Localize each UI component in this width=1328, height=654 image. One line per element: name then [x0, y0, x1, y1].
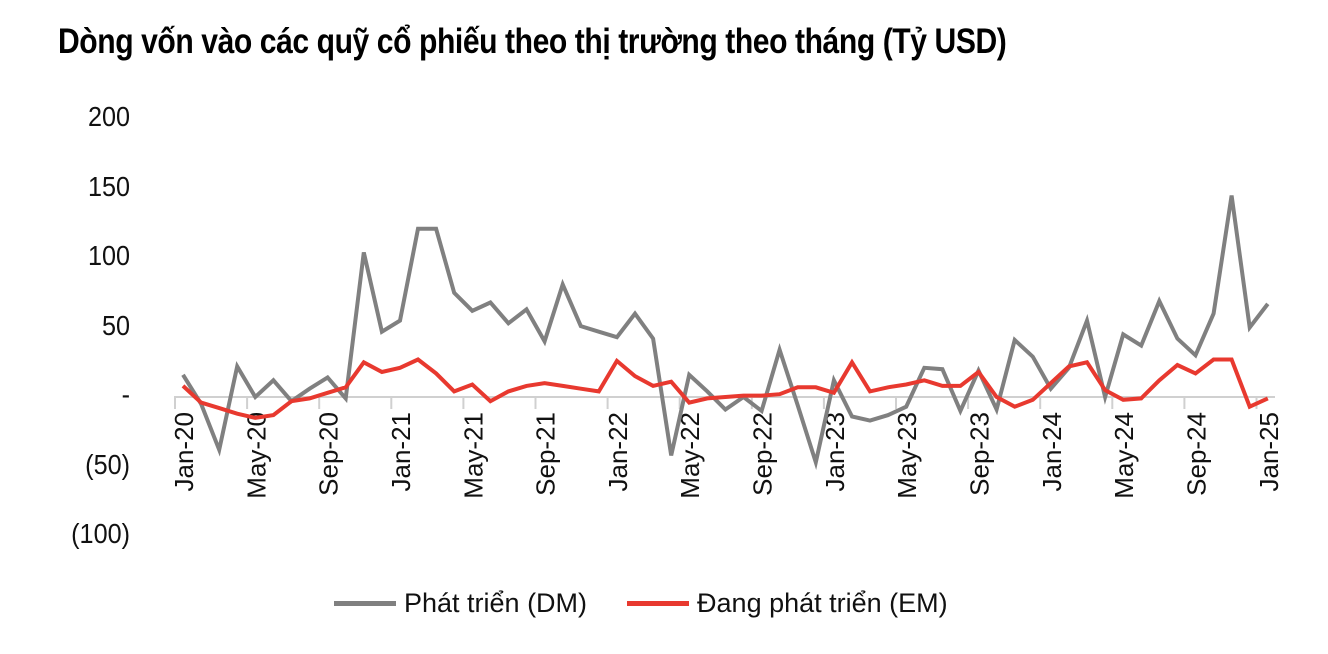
series-line-dm [181, 195, 1270, 471]
legend-swatch-dm [334, 601, 396, 606]
legend-label-em: Đang phát triển (EM) [697, 588, 948, 618]
x-tick-label: Sep-21 [531, 412, 561, 496]
series-line-em [181, 357, 1269, 420]
x-tick-label: Jan-21 [386, 412, 416, 492]
y-tick-label: 200 [87, 101, 130, 132]
chart-title: Dòng vốn vào các quỹ cổ phiếu theo thị t… [58, 22, 1007, 61]
y-tick-label: (100) [71, 518, 130, 549]
x-tick-label: Jan-20 [169, 412, 199, 492]
x-tick-label: May-23 [892, 412, 922, 499]
legend-swatch-em [627, 601, 690, 606]
x-tick-label: Jan-25 [1254, 412, 1284, 492]
y-tick-label: (50) [85, 448, 130, 480]
legend-item-em: Đang phát triển (EM) [627, 588, 948, 619]
x-tick-label: May-22 [675, 412, 705, 499]
x-tick-label: May-24 [1109, 412, 1139, 499]
x-tick-label: Jan-22 [603, 412, 633, 492]
legend: Phát triển (DM) Đang phát triển (EM) [334, 588, 988, 619]
x-tick-label: Sep-22 [748, 412, 778, 496]
x-tick-label: Sep-20 [314, 412, 344, 496]
x-tick-label: Jan-24 [1037, 412, 1067, 492]
legend-label-dm: Phát triển (DM) [404, 588, 588, 618]
y-tick-label: 150 [87, 170, 130, 202]
y-tick-label: - [121, 379, 130, 410]
x-tick-label: Sep-24 [1181, 412, 1211, 496]
y-tick-label: 50 [101, 309, 130, 341]
y-tick-label: 100 [87, 240, 130, 271]
legend-item-dm: Phát triển (DM) [334, 588, 587, 619]
x-tick-label: May-21 [458, 412, 488, 499]
x-tick-label: May-20 [241, 412, 271, 499]
x-tick-label: Sep-23 [965, 412, 995, 496]
